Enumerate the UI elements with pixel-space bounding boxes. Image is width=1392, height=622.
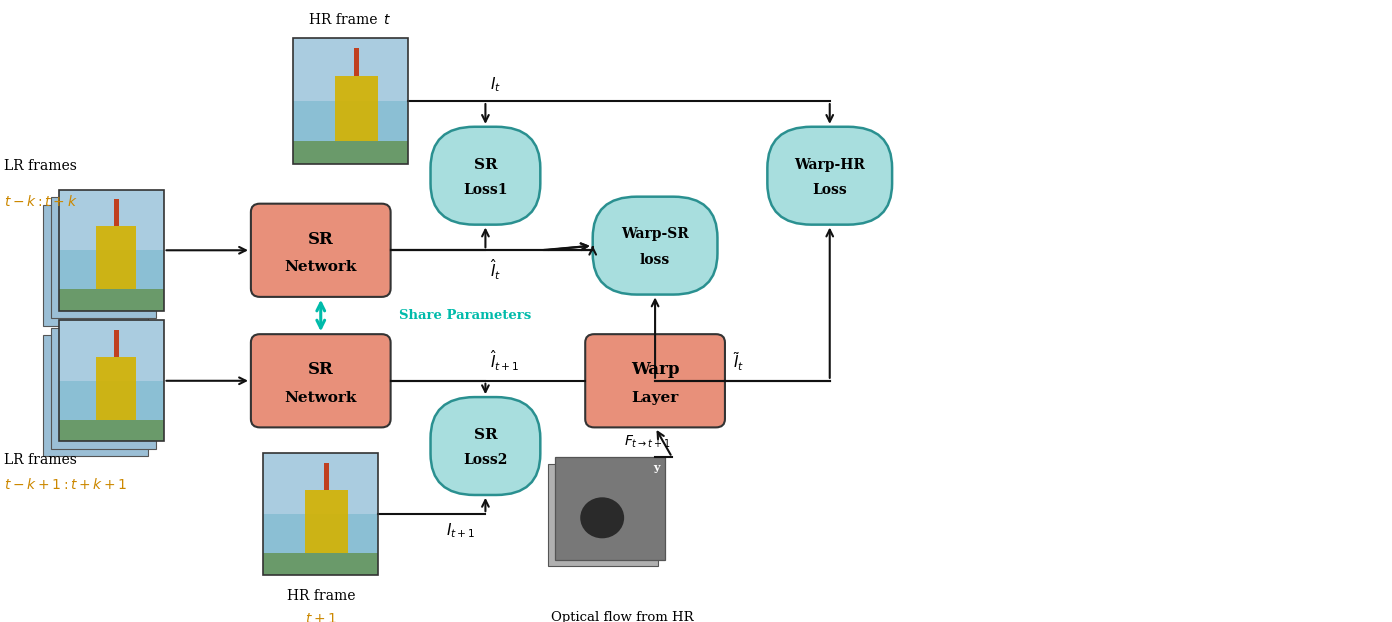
Text: $\hat{I}_{t+1}$: $\hat{I}_{t+1}$ — [490, 349, 521, 373]
Bar — [334, 76, 379, 141]
Text: HR frame: HR frame — [287, 588, 355, 603]
Text: loss: loss — [640, 253, 670, 267]
Text: $F_{t \to t+1}$: $F_{t \to t+1}$ — [624, 434, 671, 450]
Bar — [58, 420, 164, 442]
Text: Network: Network — [284, 260, 356, 274]
Bar — [263, 453, 379, 514]
Text: LR frames: LR frames — [4, 453, 77, 466]
Text: LR frames: LR frames — [4, 159, 77, 173]
Bar — [263, 453, 379, 575]
FancyBboxPatch shape — [593, 197, 717, 295]
Text: $\hat{I}_t$: $\hat{I}_t$ — [490, 258, 501, 282]
FancyBboxPatch shape — [767, 127, 892, 225]
Bar — [43, 335, 148, 457]
Text: SR: SR — [308, 361, 334, 378]
Bar — [294, 38, 408, 164]
Bar — [294, 141, 408, 164]
Bar — [96, 356, 136, 420]
Bar — [114, 200, 118, 226]
Bar — [58, 289, 164, 311]
Bar — [58, 320, 164, 442]
Bar — [555, 457, 665, 560]
Text: $t-k+1:t+k+1$: $t-k+1:t+k+1$ — [4, 477, 128, 492]
Text: Loss1: Loss1 — [464, 183, 508, 197]
Bar — [354, 49, 359, 76]
Bar — [263, 553, 379, 575]
Text: $\tilde{I}_t$: $\tilde{I}_t$ — [734, 351, 745, 373]
FancyBboxPatch shape — [430, 397, 540, 495]
Bar — [324, 463, 329, 490]
Bar — [58, 190, 164, 311]
Text: $I_t$: $I_t$ — [490, 75, 501, 94]
Text: $t-k:t+k$: $t-k:t+k$ — [4, 194, 78, 210]
Bar — [50, 197, 156, 318]
Text: Network: Network — [284, 391, 356, 404]
Text: $I_{t+1}$: $I_{t+1}$ — [445, 521, 476, 541]
Bar — [294, 38, 408, 101]
FancyBboxPatch shape — [585, 334, 725, 427]
Text: Warp-HR: Warp-HR — [795, 157, 866, 172]
Text: SR: SR — [473, 157, 497, 172]
Bar — [96, 226, 136, 289]
Text: $t$: $t$ — [383, 13, 391, 27]
Bar — [548, 464, 658, 566]
Text: Loss2: Loss2 — [464, 453, 508, 467]
Text: Share Parameters: Share Parameters — [398, 309, 530, 322]
Bar — [58, 320, 164, 442]
Text: x: x — [674, 500, 681, 513]
Bar — [58, 320, 164, 381]
Text: Optical flow from HR: Optical flow from HR — [551, 611, 693, 622]
Bar — [114, 330, 118, 356]
FancyBboxPatch shape — [430, 127, 540, 225]
Circle shape — [580, 498, 624, 538]
Bar — [50, 328, 156, 449]
Bar — [305, 490, 348, 553]
Bar — [263, 453, 379, 575]
Bar — [58, 190, 164, 250]
FancyBboxPatch shape — [251, 203, 391, 297]
FancyBboxPatch shape — [251, 334, 391, 427]
Text: Warp-SR: Warp-SR — [621, 228, 689, 241]
Text: Layer: Layer — [632, 391, 679, 404]
Bar — [43, 205, 148, 326]
Text: y: y — [654, 462, 660, 473]
Text: SR: SR — [473, 428, 497, 442]
Bar — [58, 190, 164, 311]
Text: $t+1$: $t+1$ — [305, 612, 337, 622]
Text: SR: SR — [308, 231, 334, 248]
Text: Warp: Warp — [631, 361, 679, 378]
Text: Loss: Loss — [813, 183, 848, 197]
Text: HR frame: HR frame — [309, 13, 383, 27]
Bar — [294, 38, 408, 164]
